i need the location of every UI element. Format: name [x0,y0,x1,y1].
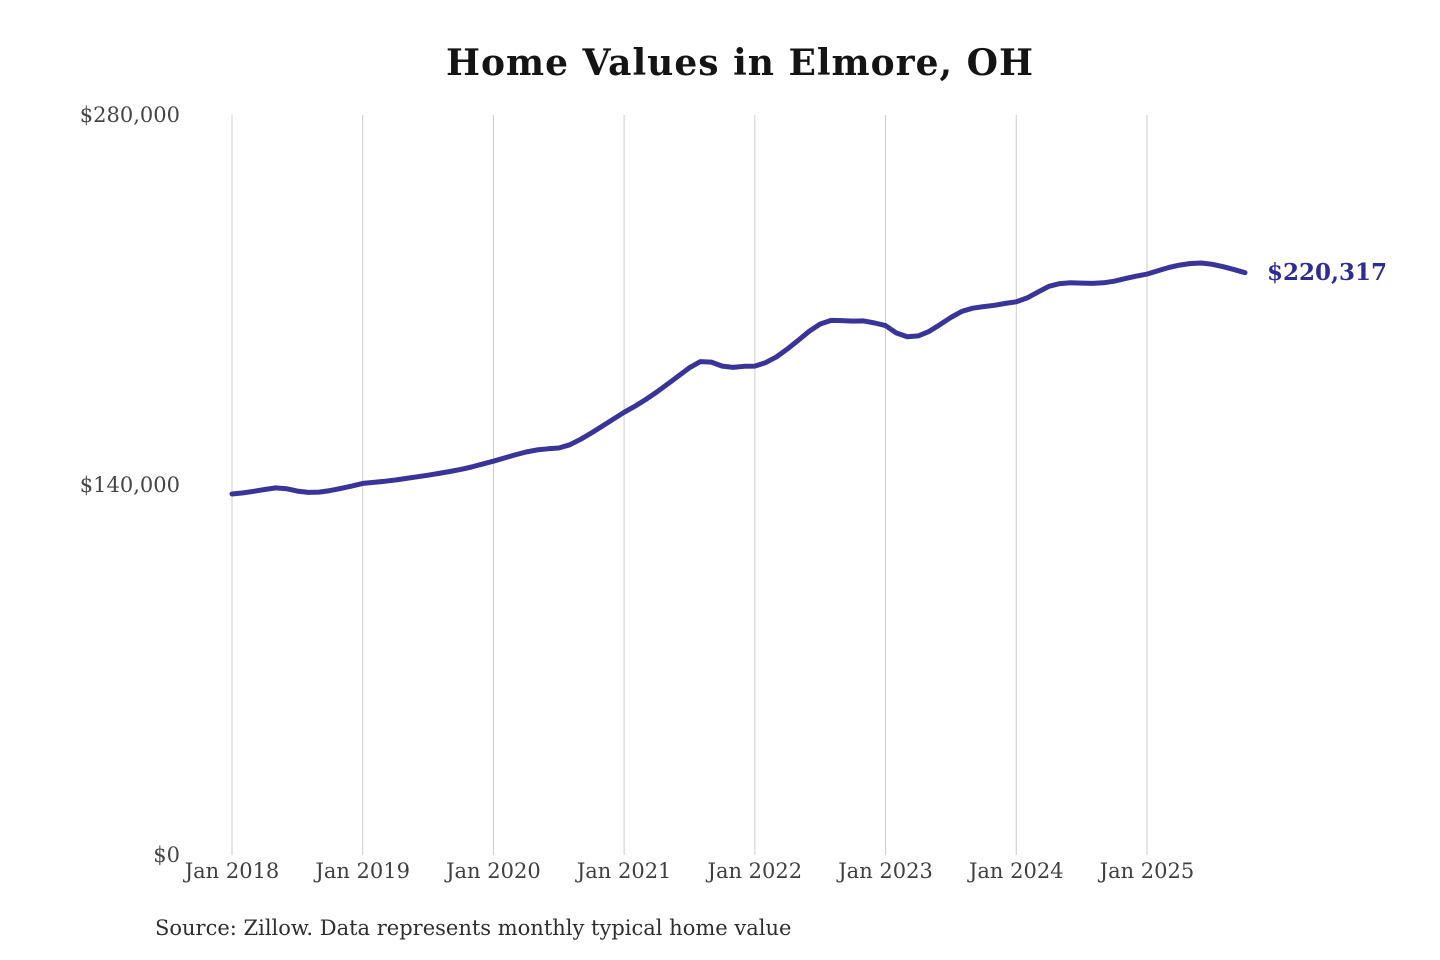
y-axis-tick-label: $0 [153,843,180,867]
y-axis-tick-label: $140,000 [79,473,180,497]
x-axis-tick-label: Jan 2024 [968,859,1064,883]
x-axis-tick-label: Jan 2018 [184,859,280,883]
x-axis-tick-label: Jan 2019 [315,859,410,883]
value-line [229,260,1248,497]
source-note: Source: Zillow. Data represents monthly … [155,916,792,940]
x-axis-tick-label: Jan 2022 [707,859,803,883]
chart-title: Home Values in Elmore, OH [446,42,1034,84]
x-axis-tick-label: Jan 2025 [1099,859,1195,883]
x-axis-tick-label: Jan 2021 [576,859,672,883]
end-value-label: $220,317 [1267,258,1388,286]
x-axis-tick-label: Jan 2023 [838,859,933,883]
x-axis-tick-label: Jan 2020 [446,859,541,883]
y-axis-tick-label: $280,000 [79,103,180,127]
